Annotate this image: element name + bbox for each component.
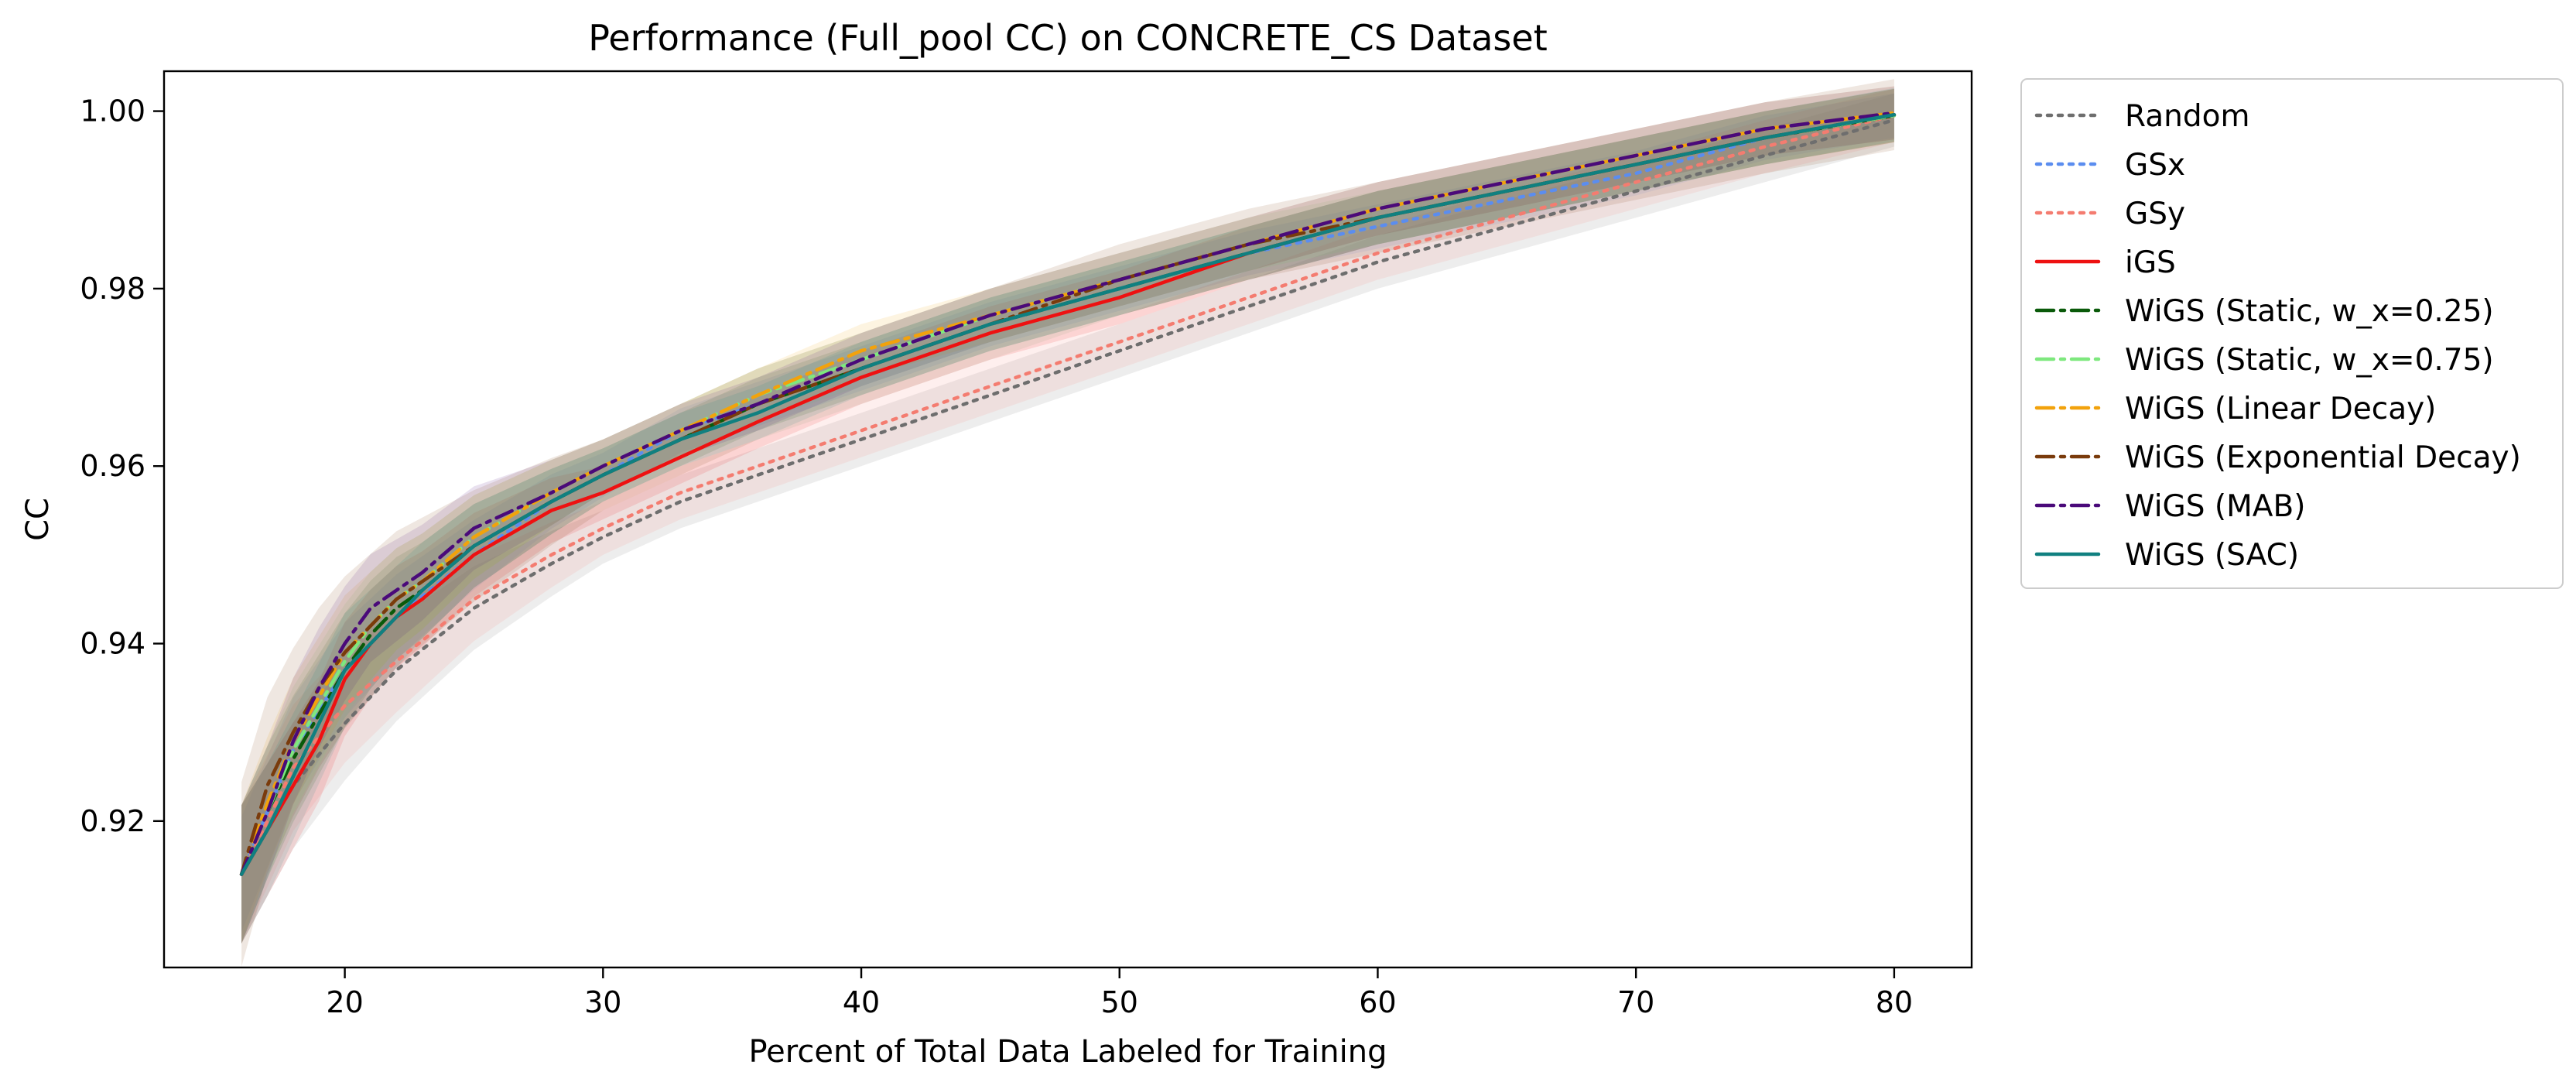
legend-label-gsy: GSy	[2125, 197, 2185, 231]
x-tick-label: 60	[1359, 985, 1396, 1019]
band-gsx	[241, 93, 1894, 933]
y-tick-label: 1.00	[80, 94, 145, 128]
legend-label-wigs-linear-decay: WiGS (Linear Decay)	[2125, 392, 2436, 426]
legend-label-random: Random	[2125, 99, 2249, 134]
y-tick-label: 0.92	[80, 804, 145, 838]
y-tick-label: 0.96	[80, 449, 145, 483]
x-tick-label: 80	[1876, 985, 1913, 1019]
band-igs	[241, 88, 1894, 943]
band-wigs-sac	[241, 87, 1894, 943]
series-line-random	[239, 118, 1897, 876]
legend-label-wigs-mab: WiGS (MAB)	[2125, 489, 2305, 524]
legend-label-wigs-static-w-x-0-75: WiGS (Static, w_x=0.75)	[2125, 343, 2494, 378]
series-line-wigs-mab	[239, 111, 1897, 876]
legend: Random GSx GSy iGS WiGS (Static, w_x=0.25) Wi…	[2020, 78, 2564, 589]
band-gsy	[241, 88, 1894, 943]
x-tick-label: 30	[584, 985, 621, 1019]
y-axis-ticks: 0.92 0.94 0.96 0.98 1.00	[80, 94, 164, 838]
legend-label-wigs-sac: WiGS (SAC)	[2125, 538, 2299, 573]
legend-label-wigs-exponential-decay: WiGS (Exponential Decay)	[2125, 440, 2521, 475]
y-tick-label: 0.98	[80, 272, 145, 306]
legend-label-igs: iGS	[2125, 245, 2176, 280]
series-lines	[239, 111, 1897, 876]
x-tick-label: 40	[843, 985, 880, 1019]
x-tick-label: 70	[1617, 985, 1654, 1019]
legend-frame	[2020, 78, 2564, 589]
plot-frame	[162, 70, 1973, 969]
x-axis-label: Percent of Total Data Labeled for Traini…	[748, 1034, 1387, 1070]
band-wigs-exponential-decay	[241, 79, 1894, 967]
x-tick-label: 50	[1101, 985, 1138, 1019]
legend-label-wigs-static-w-x-0-25: WiGS (Static, w_x=0.25)	[2125, 294, 2494, 329]
y-tick-label: 0.94	[80, 627, 145, 661]
series-line-gsy	[239, 114, 1897, 876]
series-line-wigs-sac	[239, 112, 1897, 876]
band-wigs-static-w-x-0-25	[241, 88, 1894, 943]
confidence-bands	[241, 79, 1894, 967]
y-axis-label: CC	[20, 498, 56, 541]
band-random	[241, 93, 1894, 944]
x-tick-label: 20	[326, 985, 363, 1019]
x-axis-ticks: 20 30 40 50 60 70 80	[326, 967, 1913, 1019]
chart-title: Performance (Full_pool CC) on CONCRETE_C…	[588, 17, 1547, 59]
legend-label-gsx: GSx	[2125, 148, 2185, 183]
